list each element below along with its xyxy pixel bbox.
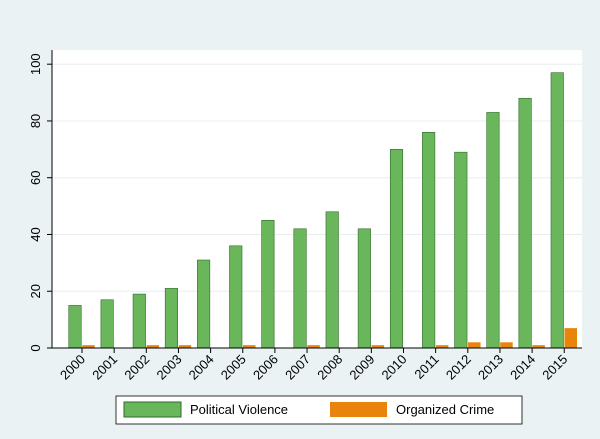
bar-political-violence bbox=[293, 228, 307, 349]
bar-organized-crime bbox=[468, 342, 481, 348]
bar-political-violence bbox=[261, 219, 275, 349]
bar-organized-crime bbox=[371, 345, 385, 348]
x-tick-label: 2012 bbox=[443, 352, 474, 383]
bar-organized-crime bbox=[500, 342, 513, 348]
bar-political-violence bbox=[486, 112, 500, 349]
legend-swatch-political-violence bbox=[123, 401, 182, 418]
bar-organized-crime bbox=[532, 345, 545, 348]
bar-political-violence bbox=[422, 132, 436, 349]
plot-area bbox=[52, 50, 582, 348]
bar-political-violence bbox=[357, 228, 371, 349]
y-tick-label: 40 bbox=[28, 227, 43, 241]
x-tick-label: 2005 bbox=[218, 352, 249, 383]
x-tick-label: 2008 bbox=[314, 352, 345, 383]
x-tick-label: 2004 bbox=[186, 352, 217, 383]
bar-political-violence bbox=[518, 97, 532, 349]
x-tick-label: 2010 bbox=[379, 352, 410, 383]
bar-political-violence bbox=[325, 211, 339, 349]
legend: Political Violence Organized Crime bbox=[115, 395, 523, 425]
y-tick-label: 80 bbox=[28, 114, 43, 128]
bar-political-violence bbox=[164, 288, 178, 349]
bar-political-violence bbox=[132, 293, 146, 349]
x-tick-label: 2014 bbox=[507, 352, 538, 383]
bar-political-violence bbox=[229, 245, 243, 349]
bar-political-violence bbox=[68, 305, 82, 349]
bar-political-violence bbox=[197, 259, 211, 349]
bar-political-violence bbox=[100, 299, 114, 349]
bar-political-violence bbox=[389, 149, 404, 349]
y-axis-ticks: 0 20 40 60 80 100 bbox=[28, 53, 52, 352]
y-tick-label: 0 bbox=[28, 344, 43, 351]
bar-political-violence bbox=[550, 72, 564, 349]
bar-political-violence bbox=[454, 151, 468, 349]
bar-organized-crime bbox=[146, 345, 160, 348]
legend-swatch-organized-crime bbox=[330, 402, 387, 417]
y-tick-label: 20 bbox=[28, 284, 43, 298]
x-tick-label: 2000 bbox=[57, 352, 88, 383]
x-tick-label: 2006 bbox=[250, 352, 281, 383]
x-tick-label: 2002 bbox=[121, 352, 152, 383]
legend-label-political-violence: Political Violence bbox=[190, 402, 288, 417]
x-tick-label: 2009 bbox=[346, 352, 377, 383]
x-tick-label: 2003 bbox=[154, 352, 185, 383]
x-tick-label: 2013 bbox=[475, 352, 506, 383]
legend-label-organized-crime: Organized Crime bbox=[396, 402, 494, 417]
x-tick-label: 2001 bbox=[89, 352, 120, 383]
x-tick-label: 2015 bbox=[539, 352, 570, 383]
bars bbox=[68, 72, 577, 349]
y-tick-label: 100 bbox=[28, 53, 43, 75]
x-tick-label: 2007 bbox=[282, 352, 313, 383]
bar-organized-crime bbox=[243, 345, 256, 348]
y-tick-label: 60 bbox=[28, 170, 43, 184]
legend-box bbox=[115, 395, 523, 425]
bar-organized-crime bbox=[178, 345, 192, 348]
bar-organized-crime bbox=[435, 345, 449, 348]
bar-organized-crime bbox=[82, 345, 95, 348]
bar-organized-crime bbox=[307, 345, 320, 348]
bar-organized-crime bbox=[564, 328, 577, 348]
x-axis-ticks: 2000 2001 2002 2003 2004 2005 2006 2007 2008 2009… bbox=[57, 348, 570, 383]
x-tick-label: 2011 bbox=[411, 352, 441, 382]
